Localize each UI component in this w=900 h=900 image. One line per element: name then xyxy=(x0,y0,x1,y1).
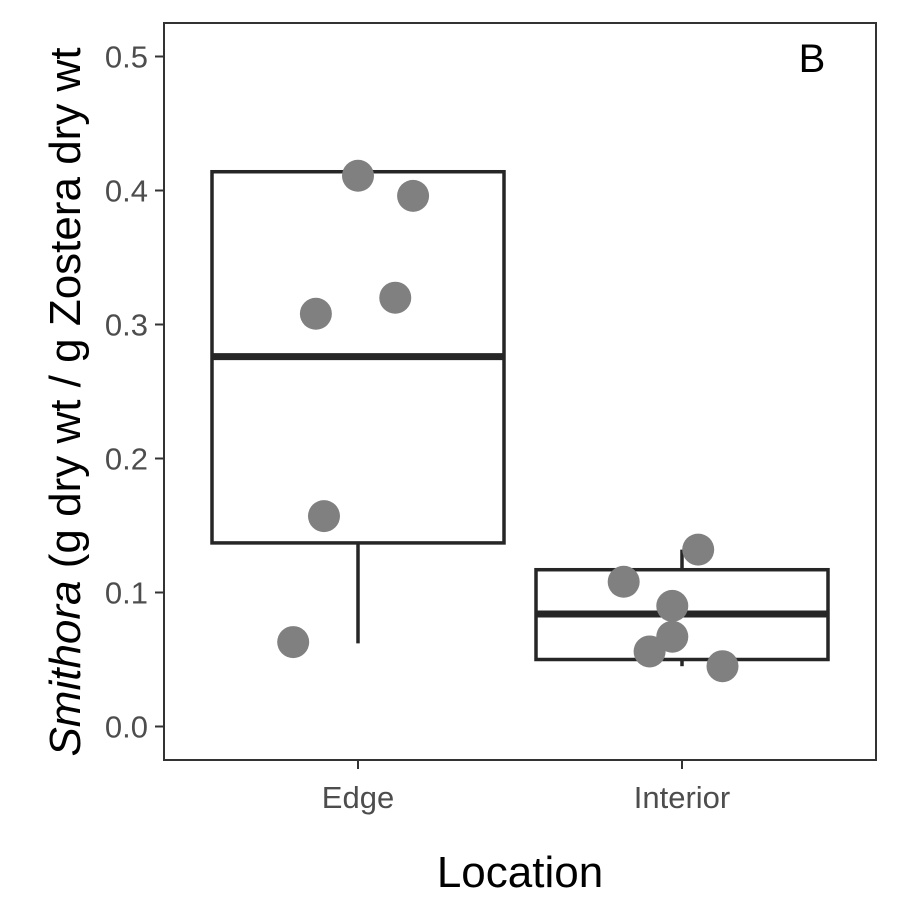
y-tick-label: 0.4 xyxy=(105,174,148,209)
y-tick-label: 0.1 xyxy=(105,576,148,611)
data-point xyxy=(682,533,715,566)
data-point xyxy=(397,179,430,212)
y-tick-label: 0.0 xyxy=(105,710,148,745)
data-point xyxy=(307,500,340,533)
y-axis-title-rest: (g dry wt / g Zostera dry wt xyxy=(41,47,90,580)
panel-border xyxy=(163,22,877,761)
plot-panel xyxy=(163,22,877,761)
data-point xyxy=(277,626,310,659)
x-axis: Edge Interior xyxy=(322,760,730,815)
box-plots xyxy=(210,169,830,667)
y-tick-label: 0.5 xyxy=(105,40,148,75)
y-axis-title: Smithora (g dry wt / g Zostera dry wt xyxy=(41,47,90,756)
data-point xyxy=(342,159,374,192)
data-points xyxy=(277,159,739,683)
data-point xyxy=(706,650,739,683)
panel-label: B xyxy=(799,37,826,81)
x-tick-label: Interior xyxy=(634,780,730,815)
x-axis-title: Location xyxy=(437,848,603,897)
data-point xyxy=(299,297,332,330)
box-edge xyxy=(210,169,506,644)
y-tick-label: 0.3 xyxy=(105,308,148,343)
y-tick-label: 0.2 xyxy=(105,442,148,477)
data-point xyxy=(607,565,640,598)
y-axis-title-italic: Smithora xyxy=(41,580,90,756)
data-point xyxy=(379,281,412,314)
data-point xyxy=(656,589,689,622)
data-point xyxy=(633,635,666,668)
x-tick-label: Edge xyxy=(322,780,394,815)
y-axis: 0.0 0.1 0.2 0.3 0.4 0.5 xyxy=(105,40,164,745)
data-point xyxy=(656,620,689,653)
